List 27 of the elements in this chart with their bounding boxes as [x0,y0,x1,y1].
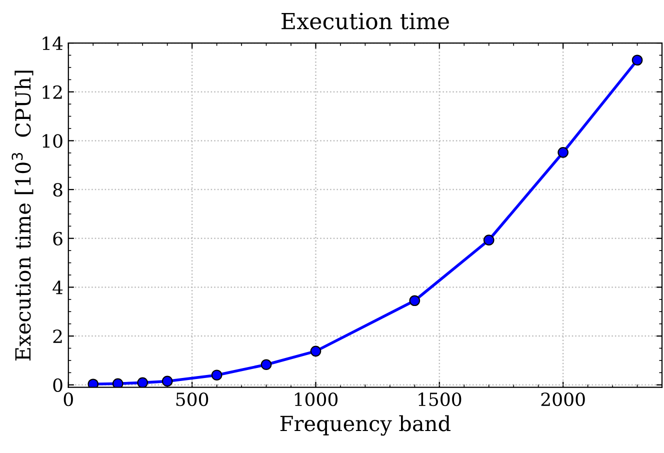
point [112,378,124,388]
x-tick-label: 1000 [294,392,338,406]
x-tick-label: 1500 [418,392,462,406]
y-tick-label: 0 [53,378,62,392]
y-tick-label: 10 [42,134,62,148]
y-tick-label: 8 [53,182,62,197]
y-tick-label: 6 [53,232,62,246]
y-tick-label: 4 [52,280,63,294]
y-axis-title: Execution time [10$^{3}$ CPUh] [12,70,34,360]
point [260,359,272,370]
point [310,346,322,357]
chart-title: Execution time [282,12,449,30]
point [558,147,568,158]
y-tick-label: 2 [53,330,62,343]
y-tick-label: 14 [42,36,63,50]
point [211,370,222,381]
point [409,295,420,306]
point [632,54,643,66]
x-tick-label: 2000 [541,392,585,406]
x-tick-label: 500 [176,392,208,406]
point [137,377,148,388]
point [483,234,494,246]
y-tick-label: 12 [42,85,62,99]
x-axis-title: Frequency band [280,415,450,436]
point [88,378,99,388]
point [162,376,173,387]
x-tick-label: 0 [64,392,73,406]
